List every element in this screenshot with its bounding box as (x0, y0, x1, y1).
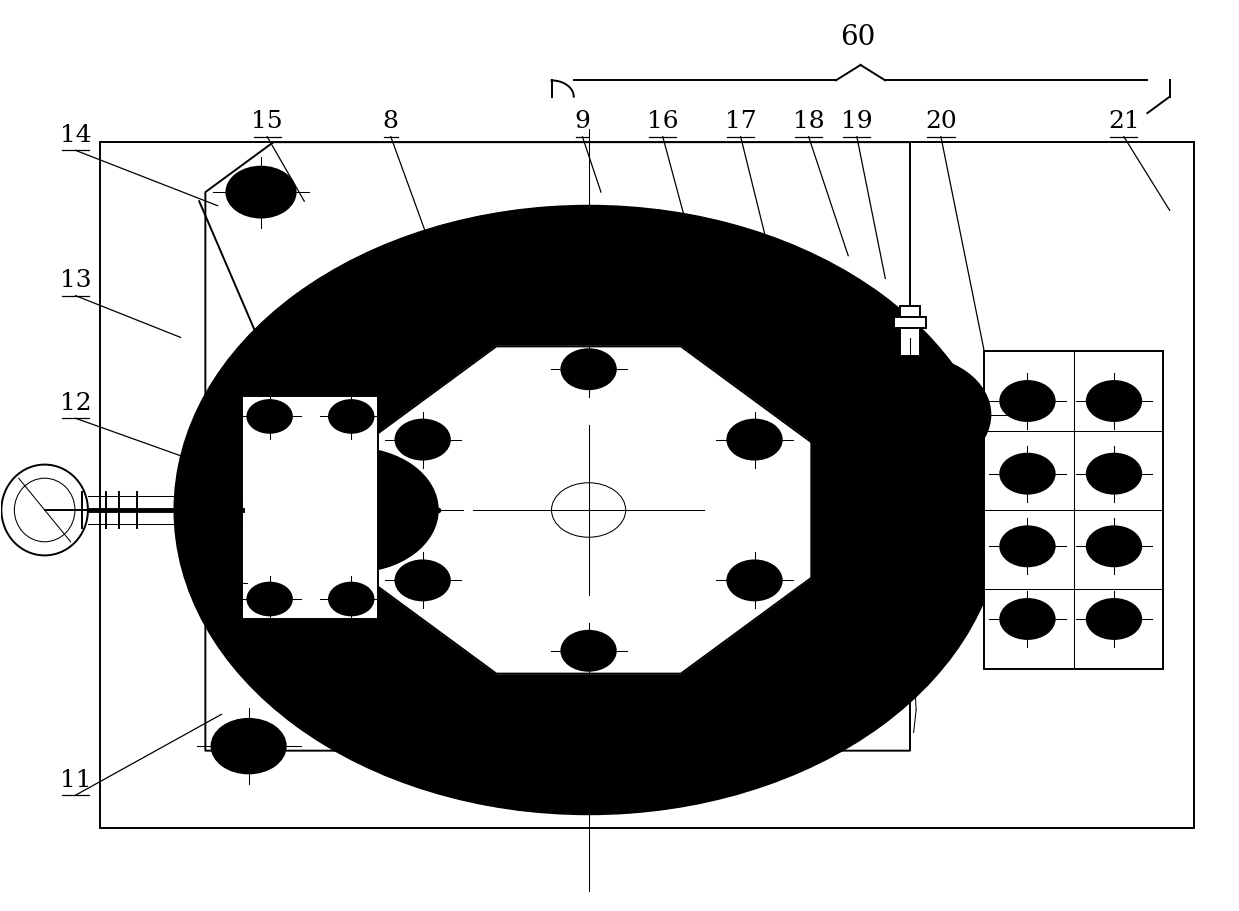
Bar (940, 383, 971, 419)
Bar (895, 317, 926, 328)
Circle shape (1087, 599, 1141, 639)
Circle shape (1000, 381, 1054, 421)
Circle shape (499, 445, 678, 576)
Text: 16: 16 (647, 110, 679, 133)
Circle shape (248, 400, 292, 433)
Circle shape (1087, 527, 1141, 567)
Circle shape (1087, 454, 1141, 494)
Text: 13: 13 (59, 269, 92, 292)
Bar (100, 142, 1194, 828)
Polygon shape (206, 142, 909, 751)
Circle shape (218, 574, 243, 592)
Bar (984, 351, 1163, 669)
Circle shape (175, 206, 1002, 814)
Text: 9: 9 (575, 110, 590, 133)
Circle shape (871, 456, 949, 515)
Circle shape (1000, 599, 1054, 639)
Circle shape (764, 640, 824, 682)
Text: 12: 12 (59, 392, 92, 415)
Circle shape (483, 694, 543, 738)
Circle shape (347, 333, 830, 687)
Text: 21: 21 (1108, 110, 1140, 133)
Circle shape (561, 630, 616, 670)
Text: 19: 19 (841, 110, 872, 133)
Circle shape (634, 282, 694, 325)
Circle shape (840, 433, 898, 476)
Text: 60: 60 (840, 25, 876, 51)
Circle shape (1087, 381, 1141, 421)
Circle shape (227, 167, 296, 218)
Text: 14: 14 (59, 124, 92, 147)
Circle shape (395, 420, 450, 459)
Circle shape (859, 376, 961, 453)
Text: 11: 11 (59, 769, 92, 792)
Circle shape (830, 355, 990, 474)
Bar (900, 306, 919, 355)
Circle shape (330, 583, 373, 615)
Circle shape (330, 400, 373, 433)
Ellipse shape (1, 465, 88, 556)
Polygon shape (366, 346, 812, 673)
Text: 8: 8 (383, 110, 399, 133)
Circle shape (727, 560, 782, 600)
Circle shape (561, 349, 616, 389)
Text: 18: 18 (793, 110, 824, 133)
Circle shape (1000, 527, 1054, 567)
Circle shape (353, 337, 413, 381)
Circle shape (279, 544, 338, 587)
Text: 15: 15 (252, 110, 282, 133)
Circle shape (300, 470, 408, 549)
Ellipse shape (15, 478, 74, 542)
Circle shape (395, 560, 450, 600)
Text: 20: 20 (926, 110, 957, 133)
Circle shape (248, 583, 292, 615)
Text: 17: 17 (725, 110, 757, 133)
Circle shape (727, 420, 782, 459)
Circle shape (270, 448, 437, 572)
Circle shape (1000, 454, 1054, 494)
Circle shape (212, 719, 286, 773)
Bar (243, 396, 378, 619)
Bar (880, 378, 940, 424)
